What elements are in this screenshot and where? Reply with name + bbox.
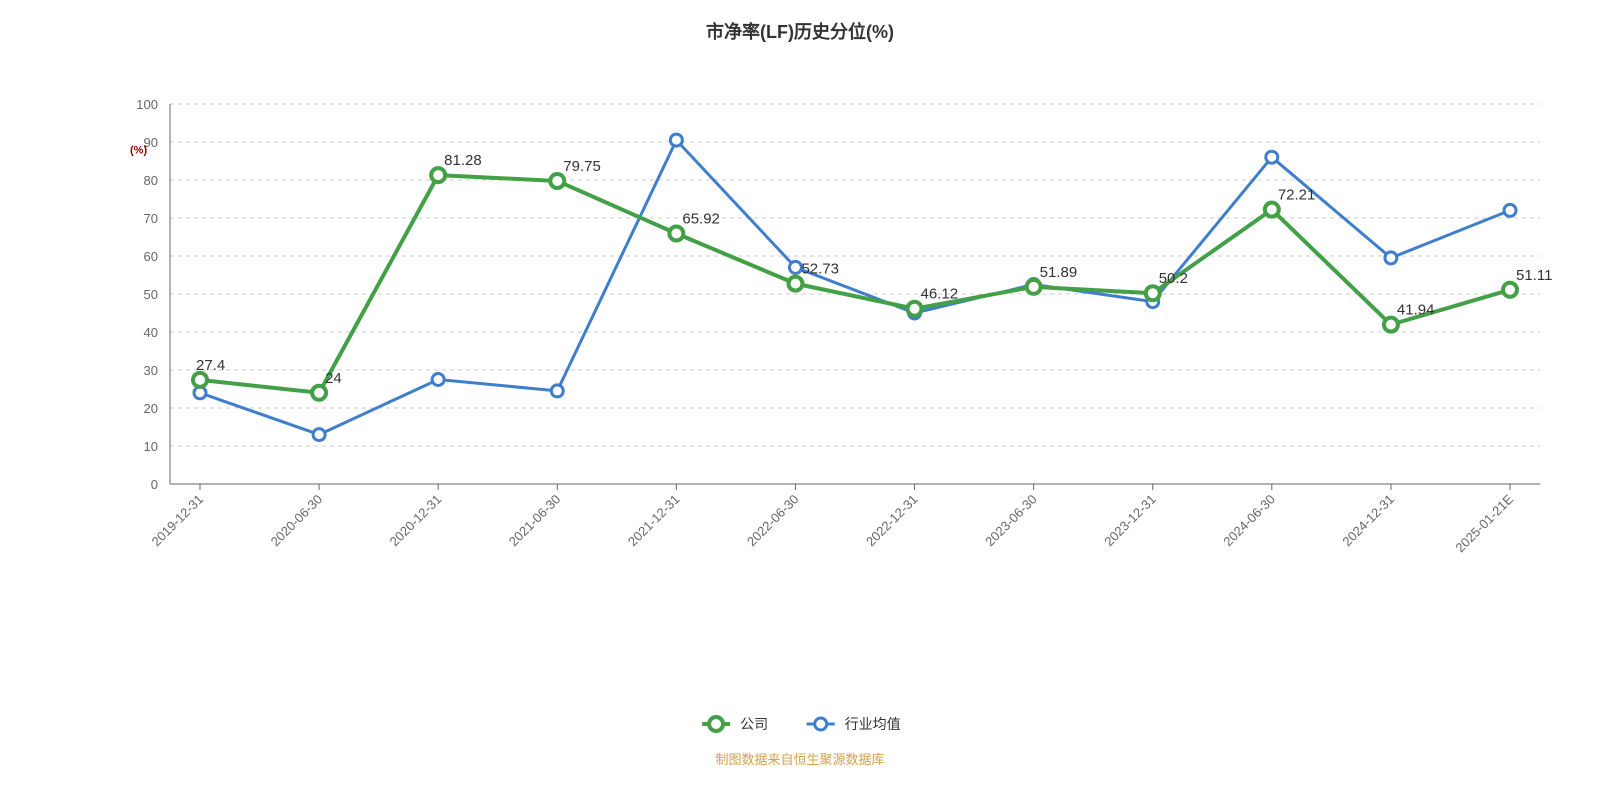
y-tick-label: 50 [144,287,158,302]
legend-label: 公司 [740,716,768,732]
x-tick-label: 2019-12-31 [148,492,206,550]
legend-marker [815,718,827,730]
y-tick-label: 30 [144,363,158,378]
legend-marker [709,717,723,731]
x-tick-label: 2024-06-30 [1220,492,1278,550]
x-tick-label: 2021-06-30 [506,492,564,550]
data-point [1503,283,1517,297]
x-tick-label: 2024-12-31 [1339,492,1397,550]
data-point [669,227,683,241]
y-tick-label: 10 [144,439,158,454]
data-point [908,302,922,316]
x-tick-label: 2023-06-30 [982,492,1040,550]
data-label: 46.12 [921,286,959,303]
data-point [1265,203,1279,217]
data-label: 79.75 [563,158,601,175]
data-point [1504,204,1516,216]
data-point [193,373,207,387]
x-tick-label: 2022-06-30 [744,492,802,550]
y-tick-label: 40 [144,325,158,340]
data-label: 24 [325,370,342,387]
y-tick-label: 20 [144,401,158,416]
line-chart: 0102030405060708090100(%)2019-12-312020-… [0,44,1600,804]
footer-attribution: 制图数据来自恒生聚源数据库 [715,752,884,767]
y-tick-label: 80 [144,173,158,188]
data-point [1385,252,1397,264]
x-tick-label: 2025-01-21E [1452,491,1516,555]
x-tick-label: 2021-12-31 [625,492,683,550]
data-point [1384,318,1398,332]
data-point [432,374,444,386]
data-point [431,168,445,182]
data-label: 41.94 [1397,302,1435,319]
data-label: 65.92 [682,211,720,228]
y-tick-label: 70 [144,211,158,226]
series-line [200,140,1510,435]
data-label: 27.4 [196,357,225,374]
x-tick-label: 2020-06-30 [268,492,326,550]
y-tick-label: 0 [151,477,158,492]
data-label: 50.2 [1159,270,1188,287]
x-tick-label: 2020-12-31 [387,492,445,550]
data-label: 52.73 [801,261,839,278]
data-point [670,134,682,146]
y-tick-label: 60 [144,249,158,264]
data-point [550,174,564,188]
x-tick-label: 2022-12-31 [863,492,921,550]
data-point [788,277,802,291]
data-point [789,261,801,273]
data-point [1027,280,1041,294]
chart-svg: 0102030405060708090100(%)2019-12-312020-… [0,44,1600,804]
data-label: 72.21 [1278,187,1316,204]
data-label: 51.89 [1040,264,1078,281]
data-point [1146,286,1160,300]
data-point [551,385,563,397]
chart-title: 市净率(LF)历史分位(%) [0,0,1600,44]
data-point [1266,151,1278,163]
y-tick-label: 100 [136,97,158,112]
legend-label: 行业均值 [845,716,901,732]
data-label: 51.11 [1516,267,1552,284]
y-axis-unit: (%) [130,145,147,157]
x-tick-label: 2023-12-31 [1101,492,1159,550]
data-point [312,386,326,400]
series-line [200,175,1510,393]
data-point [313,429,325,441]
data-label: 81.28 [444,152,482,169]
